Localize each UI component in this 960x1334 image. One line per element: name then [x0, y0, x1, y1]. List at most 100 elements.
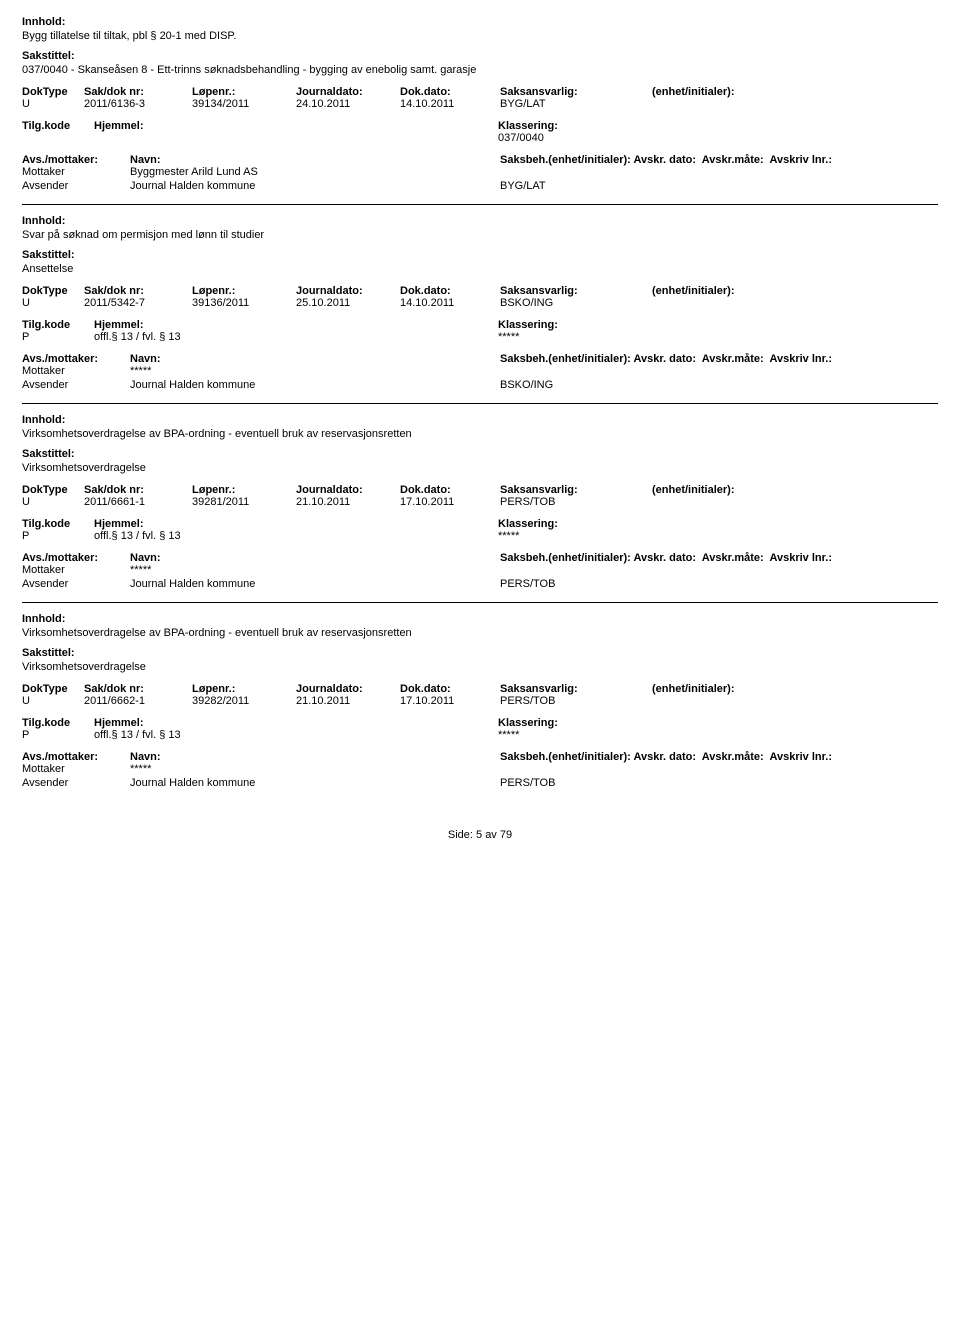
innhold-text: Virksomhetsoverdragelse av BPA-ordning -… [22, 627, 938, 639]
col-doktype: DokType [22, 285, 84, 297]
val-dokdato: 17.10.2011 [400, 496, 500, 508]
col-saksbeh: Saksbeh.(enhet/initialer): [500, 353, 631, 365]
hjemmel-header: Tilg.kode Hjemmel: Klassering: [22, 518, 938, 530]
val-doktype: U [22, 297, 84, 309]
col-saksbeh: Saksbeh.(enhet/initialer): [500, 552, 631, 564]
innhold-text: Svar på søknad om permisjon med lønn til… [22, 229, 938, 241]
col-doktype: DokType [22, 484, 84, 496]
avsender-label: Avsender [22, 180, 130, 192]
avsender-row: Avsender Journal Halden kommune PERS/TOB [22, 578, 938, 590]
mottaker-label: Mottaker [22, 564, 130, 576]
val-dokdato: 17.10.2011 [400, 695, 500, 707]
col-sakdok: Sak/dok nr: [84, 484, 192, 496]
avsender-row: Avsender Journal Halden kommune BSKO/ING [22, 379, 938, 391]
avsender-row: Avsender Journal Halden kommune BYG/LAT [22, 180, 938, 192]
val-tilgkode: P [22, 729, 94, 741]
avsender-row: Avsender Journal Halden kommune PERS/TOB [22, 777, 938, 789]
hjemmel-header: Tilg.kode Hjemmel: Klassering: [22, 717, 938, 729]
val-dokdato: 14.10.2011 [400, 98, 500, 110]
sakstittel-text: Virksomhetsoverdragelse [22, 661, 938, 673]
val-saksansvarlig: BSKO/ING [500, 297, 652, 309]
col-journaldato: Journaldato: [296, 86, 400, 98]
col-avsmottaker: Avs./mottaker: [22, 154, 130, 166]
col-avskrmate: Avskr.måte: [702, 353, 764, 365]
col-hjemmel: Hjemmel: [94, 319, 498, 331]
mottaker-row: Mottaker ***** [22, 365, 938, 377]
innhold-label: Innhold: [22, 16, 938, 28]
col-avskrdato: Avskr. dato: [633, 751, 696, 763]
val-tilgkode: P [22, 530, 94, 542]
sakstittel-label: Sakstittel: [22, 448, 938, 460]
col-klassering: Klassering: [498, 518, 938, 530]
col-saksbeh-group: Saksbeh.(enhet/initialer): Avskr. dato: … [500, 154, 938, 166]
col-lopenr: Løpenr.: [192, 683, 296, 695]
col-klassering: Klassering: [498, 120, 938, 132]
val-dokdato: 14.10.2011 [400, 297, 500, 309]
avsmottaker-header: Avs./mottaker: Navn: Saksbeh.(enhet/init… [22, 154, 938, 166]
col-avskrdato: Avskr. dato: [633, 353, 696, 365]
columns-header: DokType Sak/dok nr: Løpenr.: Journaldato… [22, 86, 938, 98]
col-hjemmel: Hjemmel: [94, 120, 498, 132]
journal-record: Innhold: Svar på søknad om permisjon med… [22, 215, 938, 404]
col-saksansvarlig: Saksansvarlig: [500, 484, 652, 496]
col-avsmottaker: Avs./mottaker: [22, 751, 130, 763]
columns-header: DokType Sak/dok nr: Løpenr.: Journaldato… [22, 484, 938, 496]
avsender-navn: Journal Halden kommune [130, 777, 500, 789]
val-sakdok: 2011/6136-3 [84, 98, 192, 110]
mottaker-navn: Byggmester Arild Lund AS [130, 166, 938, 178]
col-avskrmate: Avskr.måte: [702, 552, 764, 564]
hjemmel-values: P offl.§ 13 / fvl. § 13 ***** [22, 530, 938, 542]
col-sakdok: Sak/dok nr: [84, 683, 192, 695]
col-sakdok: Sak/dok nr: [84, 86, 192, 98]
sakstittel-label: Sakstittel: [22, 50, 938, 62]
avsmottaker-header: Avs./mottaker: Navn: Saksbeh.(enhet/init… [22, 552, 938, 564]
innhold-label: Innhold: [22, 613, 938, 625]
val-journaldato: 24.10.2011 [296, 98, 400, 110]
mottaker-label: Mottaker [22, 166, 130, 178]
col-saksbeh-group: Saksbeh.(enhet/initialer): Avskr. dato: … [500, 751, 938, 763]
col-enhet: (enhet/initialer): [652, 86, 938, 98]
col-klassering: Klassering: [498, 319, 938, 331]
journal-record: Innhold: Virksomhetsoverdragelse av BPA-… [22, 613, 938, 801]
columns-values: U 2011/6136-3 39134/2011 24.10.2011 14.1… [22, 98, 938, 110]
avsender-code: BYG/LAT [500, 180, 938, 192]
col-avskrmate: Avskr.måte: [702, 154, 764, 166]
val-journaldato: 21.10.2011 [296, 496, 400, 508]
mottaker-row: Mottaker ***** [22, 564, 938, 576]
col-journaldato: Journaldato: [296, 484, 400, 496]
col-avskrivlnr: Avskriv lnr.: [769, 552, 832, 564]
val-sakdok: 2011/6662-1 [84, 695, 192, 707]
sakstittel-label: Sakstittel: [22, 249, 938, 261]
mottaker-row: Mottaker ***** [22, 763, 938, 775]
col-enhet: (enhet/initialer): [652, 285, 938, 297]
col-saksansvarlig: Saksansvarlig: [500, 683, 652, 695]
val-saksansvarlig: PERS/TOB [500, 496, 652, 508]
avsender-label: Avsender [22, 578, 130, 590]
col-journaldato: Journaldato: [296, 683, 400, 695]
col-dokdato: Dok.dato: [400, 285, 500, 297]
val-doktype: U [22, 496, 84, 508]
col-enhet: (enhet/initialer): [652, 484, 938, 496]
val-lopenr: 39136/2011 [192, 297, 296, 309]
avsender-code: PERS/TOB [500, 578, 938, 590]
val-doktype: U [22, 695, 84, 707]
col-tilgkode: Tilg.kode [22, 518, 94, 530]
col-hjemmel: Hjemmel: [94, 717, 498, 729]
columns-values: U 2011/6661-1 39281/2011 21.10.2011 17.1… [22, 496, 938, 508]
col-avskrdato: Avskr. dato: [633, 154, 696, 166]
innhold-text: Virksomhetsoverdragelse av BPA-ordning -… [22, 428, 938, 440]
sakstittel-label: Sakstittel: [22, 647, 938, 659]
hjemmel-values: P offl.§ 13 / fvl. § 13 ***** [22, 729, 938, 741]
val-journaldato: 25.10.2011 [296, 297, 400, 309]
val-hjemmel: offl.§ 13 / fvl. § 13 [94, 331, 498, 343]
col-saksansvarlig: Saksansvarlig: [500, 86, 652, 98]
col-doktype: DokType [22, 683, 84, 695]
avsmottaker-header: Avs./mottaker: Navn: Saksbeh.(enhet/init… [22, 751, 938, 763]
val-klassering: ***** [498, 530, 938, 542]
avsender-code: PERS/TOB [500, 777, 938, 789]
col-avskrmate: Avskr.måte: [702, 751, 764, 763]
avsender-navn: Journal Halden kommune [130, 379, 500, 391]
col-tilgkode: Tilg.kode [22, 120, 94, 132]
col-tilgkode: Tilg.kode [22, 319, 94, 331]
col-lopenr: Løpenr.: [192, 484, 296, 496]
